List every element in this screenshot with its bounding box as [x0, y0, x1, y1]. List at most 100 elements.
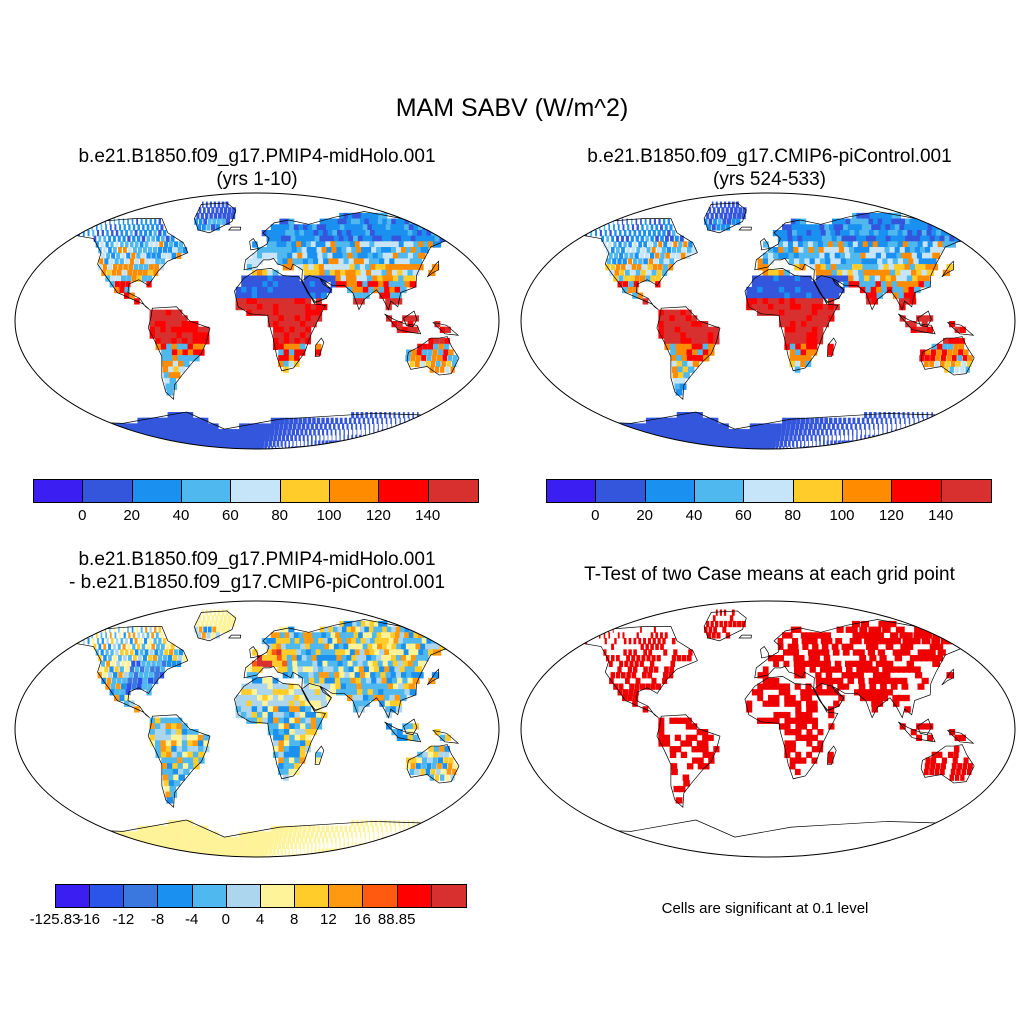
grid-cell: [315, 343, 322, 351]
grid-cell: [388, 229, 397, 237]
grid-cell: [894, 224, 904, 231]
grid-cell: [345, 269, 352, 277]
grid-cell: [381, 235, 390, 242]
grid-cell: [813, 423, 818, 430]
grid-cell: [675, 343, 682, 351]
grid-cell: [445, 326, 451, 333]
grid-cell: [294, 734, 301, 741]
grid-cell: [283, 694, 290, 702]
colorbar-swatch: [132, 480, 182, 502]
grid-cell: [445, 774, 450, 781]
grid-cell: [346, 637, 354, 645]
grid-cell: [176, 734, 183, 741]
grid-cell: [272, 694, 279, 702]
grid-cell: [278, 700, 285, 707]
grid-cell: [411, 264, 419, 271]
grid-cell: [433, 338, 440, 345]
grid-cell: [851, 212, 860, 220]
grid-cell: [237, 440, 244, 447]
grid-cell: [293, 683, 300, 690]
grid-cell: [275, 825, 280, 832]
grid-cell: [819, 666, 827, 673]
grid-cell: [289, 706, 296, 713]
grid-cell: [145, 218, 148, 225]
grid-cell: [732, 429, 739, 436]
grid-cell: [118, 626, 120, 633]
grid-cell: [678, 417, 687, 424]
grid-cell: [690, 446, 705, 449]
grid-cell: [682, 366, 690, 373]
grid-cell: [127, 235, 131, 242]
coastline-africa: [234, 676, 326, 780]
grid-cell: [241, 694, 247, 702]
grid-cell: [796, 440, 798, 447]
grid-cell: [279, 218, 286, 225]
grid-cell: [915, 235, 924, 242]
grid-cell: [261, 247, 268, 254]
grid-cell: [267, 660, 273, 668]
grid-cell: [304, 275, 311, 282]
grid-cell: [950, 417, 952, 424]
grid-cell: [121, 252, 126, 260]
grid-cell: [324, 683, 332, 690]
grid-cell: [768, 275, 774, 282]
grid-cell: [167, 412, 175, 419]
grid-cell: [149, 423, 159, 430]
grid-cell: [216, 626, 221, 633]
grid-cell: [298, 417, 303, 424]
grid-cell: [875, 417, 879, 424]
grid-cell: [762, 292, 769, 299]
grid-cell: [613, 252, 618, 260]
grid-cell: [824, 252, 831, 260]
grid-cell: [273, 729, 280, 736]
grid-cell: [173, 372, 181, 379]
grid-cell: [173, 241, 179, 248]
grid-cell: [197, 632, 202, 639]
grid-cell: [655, 683, 662, 690]
grid-cell: [663, 326, 670, 333]
grid-cell: [819, 440, 821, 447]
grid-cell: [913, 666, 921, 673]
grid-cell: [158, 440, 172, 447]
grid-cell: [663, 321, 670, 328]
grid-cell: [824, 660, 831, 668]
grid-cell: [946, 672, 954, 679]
grid-cell: [609, 229, 612, 237]
grid-cell: [172, 768, 180, 776]
grid-cell: [868, 229, 877, 237]
grid-cell: [865, 694, 872, 702]
grid-cell: [357, 252, 365, 260]
grid-cell: [353, 417, 357, 424]
grid-cell: [941, 626, 952, 633]
grid-cell: [302, 632, 310, 639]
grid-cell: [792, 637, 799, 645]
grid-cell: [293, 224, 300, 231]
grid-cell: [267, 281, 274, 288]
grid-cell: [360, 637, 369, 645]
coastline-eurasia: [243, 211, 470, 311]
grid-cell: [388, 854, 405, 857]
grid-cell: [760, 446, 766, 449]
grid-cell: [369, 837, 371, 844]
grid-cell: [949, 235, 959, 242]
grid-cell: [782, 446, 785, 449]
grid-cell: [800, 694, 807, 702]
grid-cell: [232, 842, 238, 850]
grid-cell: [265, 837, 271, 844]
grid-cell: [377, 831, 379, 838]
grid-cell: [371, 848, 380, 855]
grid-cell: [960, 224, 971, 231]
grid-cell: [96, 224, 98, 231]
grid-cell: [262, 689, 269, 696]
grid-cell: [653, 258, 659, 265]
grid-cell: [627, 286, 633, 294]
grid-cell: [421, 423, 424, 430]
grid-cell: [961, 360, 967, 368]
grid-cell: [831, 643, 839, 650]
grid-cell: [939, 360, 945, 368]
grid-cell: [118, 672, 123, 679]
grid-cell: [262, 717, 269, 724]
grid-cell: [75, 429, 88, 436]
grid-cell: [674, 717, 681, 724]
grid-cell: [633, 241, 637, 248]
